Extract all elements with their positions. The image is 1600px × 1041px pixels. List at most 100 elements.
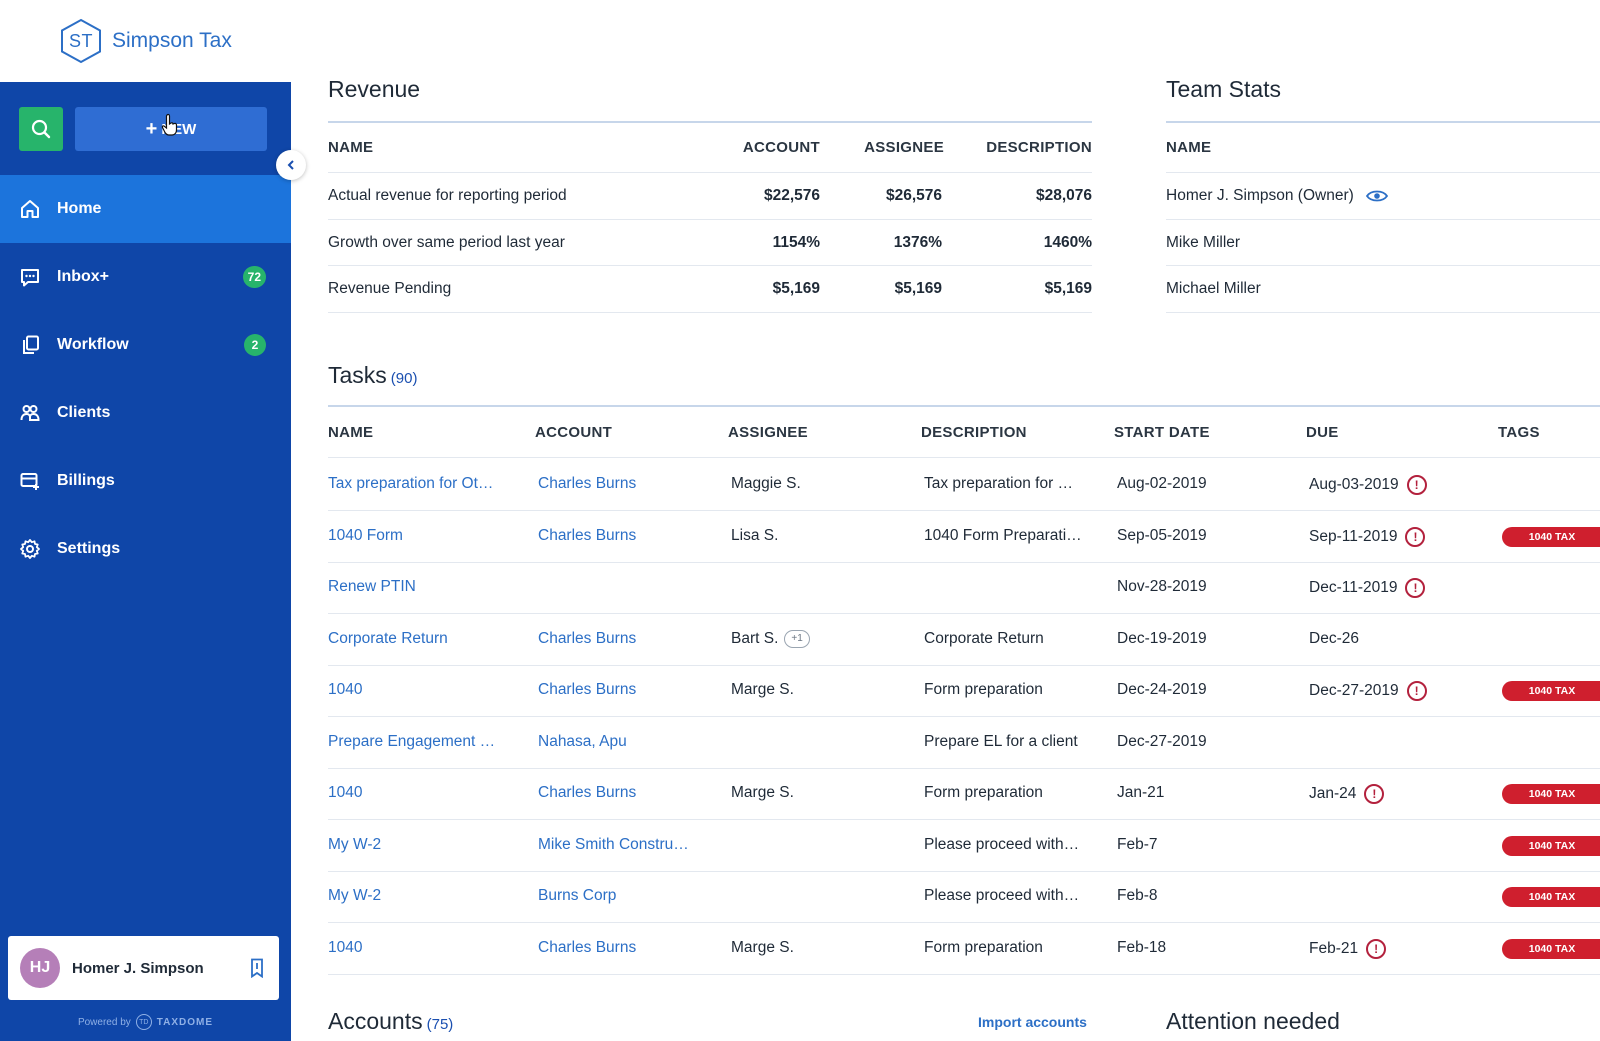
document-icon[interactable] <box>249 958 265 978</box>
task-account-link[interactable]: Charles Burns <box>538 938 637 956</box>
sidebar-item-label: Inbox+ <box>57 268 110 285</box>
task-name-link[interactable]: My W-2 <box>328 835 382 853</box>
task-due-date: Jan-24! <box>1309 784 1385 804</box>
task-name-link[interactable]: Renew PTIN <box>328 578 416 595</box>
task-assignee-label: Marge S. <box>731 681 794 698</box>
tasks-title: Tasks (90) <box>328 362 417 389</box>
task-tag-badge[interactable]: 1040 TAX <box>1502 526 1600 547</box>
billings-icon <box>18 469 42 493</box>
task-name-link[interactable]: 1040 <box>328 938 363 956</box>
sidebar-item-billings[interactable]: Billings <box>0 447 291 515</box>
row-divider <box>328 172 1092 173</box>
task-description: 1040 Form Preparati… <box>924 526 1082 544</box>
clients-icon <box>18 401 42 425</box>
task-account-link[interactable]: Nahasa, Apu <box>538 732 627 750</box>
task-due-date: Dec-11-2019! <box>1309 578 1426 598</box>
accounts-title: Accounts (75) <box>328 1008 453 1035</box>
task-account-link[interactable]: Charles Burns <box>538 681 637 698</box>
task-start-date: Dec-27-2019 <box>1117 732 1207 750</box>
tasks-header-assignee[interactable]: ASSIGNEE <box>728 424 808 441</box>
revenue-row-name: Growth over same period last year <box>328 234 565 251</box>
task-tag-badge[interactable]: 1040 TAX <box>1502 681 1600 701</box>
tasks-header-account[interactable]: ACCOUNT <box>535 424 613 441</box>
sidebar-item-label: Billings <box>57 472 115 489</box>
task-due-label: Jan-24 <box>1309 785 1357 803</box>
taxdome-name: TAXDOME <box>156 1016 214 1028</box>
task-start-date: Dec-24-2019 <box>1117 681 1207 698</box>
inbox-icon <box>18 265 42 289</box>
sidebar-item-label: Home <box>57 200 102 217</box>
task-account-link[interactable]: Charles Burns <box>538 629 637 647</box>
revenue-row-description: $5,169 <box>1044 280 1092 297</box>
accounts-title-label: Accounts <box>328 1008 423 1034</box>
task-due-date: Feb-21! <box>1309 938 1387 959</box>
sidebar-item-home[interactable]: Home <box>0 175 291 243</box>
team-member-name: Homer J. Simpson (Owner) <box>1166 187 1389 205</box>
task-assignee-label: Maggie S. <box>731 475 801 492</box>
sidebar-item-workflow[interactable]: Workflow 2 <box>0 311 291 379</box>
task-account-link[interactable]: Charles Burns <box>538 475 637 492</box>
revenue-row-name: Revenue Pending <box>328 280 452 297</box>
task-due-label: Dec-11-2019 <box>1309 579 1398 597</box>
task-account-link[interactable]: Burns Corp <box>538 887 617 904</box>
tasks-header-name[interactable]: NAME <box>328 424 374 441</box>
accounts-count: (75) <box>426 1016 454 1033</box>
powered-by-text: Powered by <box>77 1016 131 1028</box>
tasks-header-start-date[interactable]: START DATE <box>1114 424 1210 441</box>
task-tag-badge[interactable]: 1040 TAX <box>1502 938 1600 959</box>
workflow-icon <box>18 333 42 357</box>
sidebar-item-inbox[interactable]: Inbox+ 72 <box>0 243 291 311</box>
revenue-row-account: $5,169 <box>772 280 820 297</box>
workflow-count-badge: 2 <box>244 334 266 356</box>
task-due-label: Dec-27-2019 <box>1309 682 1399 700</box>
task-tag-badge[interactable]: 1040 TAX <box>1502 835 1600 856</box>
plus-icon: + <box>145 117 158 140</box>
sidebar-item-clients[interactable]: Clients <box>0 379 291 447</box>
brand-header: ST Simpson Tax <box>0 0 291 82</box>
task-description: Form preparation <box>924 681 1043 698</box>
task-description: Form preparation <box>924 784 1043 801</box>
task-assignee: Lisa S. <box>731 527 778 545</box>
task-assignee-label: Marge S. <box>731 938 794 956</box>
tasks-header-tags[interactable]: TAGS <box>1498 424 1540 441</box>
task-due-date: Dec-26 <box>1309 630 1359 648</box>
eye-icon[interactable] <box>1365 189 1389 203</box>
task-name-link[interactable]: 1040 <box>328 784 363 801</box>
extra-assignees-pill[interactable]: +1 <box>784 629 810 648</box>
task-name-link[interactable]: 1040 Form <box>328 526 403 544</box>
task-tag-badge[interactable]: 1040 TAX <box>1502 887 1600 907</box>
task-account-link[interactable]: Charles Burns <box>538 784 637 801</box>
task-name-link[interactable]: My W-2 <box>328 887 382 904</box>
overdue-warning-icon: ! <box>1405 578 1426 598</box>
row-divider <box>328 265 1092 266</box>
sidebar-item-label: Clients <box>57 404 111 421</box>
brand-logo-icon[interactable]: ST <box>58 18 104 64</box>
task-tag-badge[interactable]: 1040 TAX <box>1502 784 1600 804</box>
taxdome-logo-icon: TD <box>135 1014 152 1030</box>
task-name-link[interactable]: 1040 <box>328 681 363 698</box>
task-account-link[interactable]: Charles Burns <box>538 526 637 544</box>
task-due-label: Dec-26 <box>1309 629 1359 647</box>
task-name-link[interactable]: Corporate Return <box>328 629 448 647</box>
import-accounts-link[interactable]: Import accounts <box>978 1014 1087 1030</box>
sidebar-item-settings[interactable]: Settings <box>0 515 291 583</box>
task-assignee-label: Lisa S. <box>731 526 779 544</box>
task-name-link[interactable]: Prepare Engagement … <box>328 732 496 750</box>
avatar: HJ <box>20 948 60 988</box>
row-divider <box>328 510 1600 511</box>
team-member-name: Mike Miller <box>1166 234 1241 251</box>
row-divider <box>328 767 1600 769</box>
tasks-header-description[interactable]: DESCRIPTION <box>921 424 1027 441</box>
revenue-row-assignee: $5,169 <box>894 280 942 297</box>
task-description: Please proceed with… <box>924 887 1080 904</box>
search-button[interactable] <box>19 107 63 151</box>
user-card[interactable]: HJ Homer J. Simpson <box>8 936 279 1000</box>
collapse-sidebar-button[interactable] <box>276 150 306 180</box>
tasks-header-due[interactable]: DUE <box>1306 424 1339 441</box>
task-name-link[interactable]: Tax preparation for Ot… <box>328 475 494 492</box>
task-start-date: Dec-19-2019 <box>1117 629 1207 647</box>
task-start-date: Feb-8 <box>1117 887 1158 904</box>
brand-name[interactable]: Simpson Tax <box>112 29 232 52</box>
row-divider <box>328 922 1600 923</box>
task-account-link[interactable]: Mike Smith Constru… <box>538 835 689 853</box>
